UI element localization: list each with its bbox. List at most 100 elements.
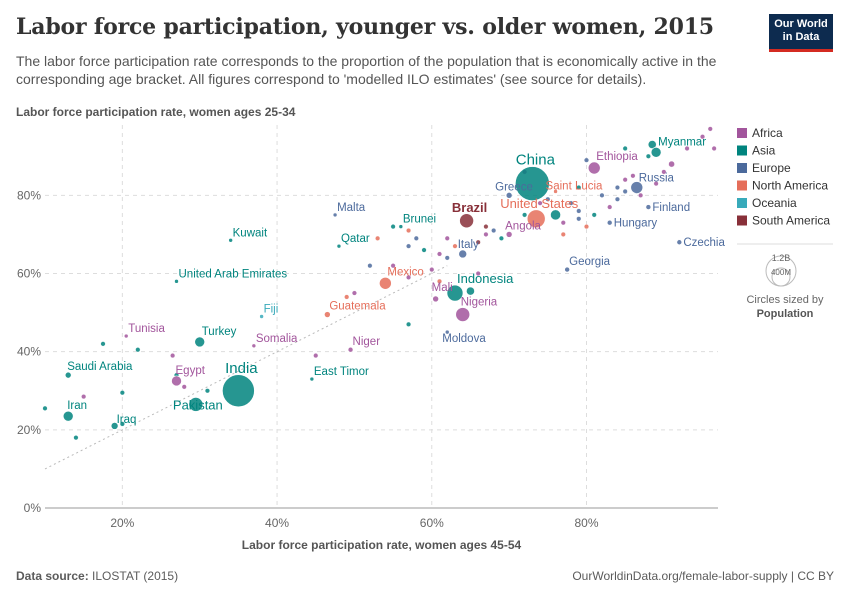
legend-label[interactable]: South America bbox=[752, 214, 830, 228]
legend-label[interactable]: Oceania bbox=[752, 196, 797, 210]
data-point[interactable] bbox=[587, 161, 601, 175]
data-point[interactable] bbox=[622, 188, 628, 194]
source-value[interactable]: ILOSTAT (2015) bbox=[92, 569, 179, 583]
data-point[interactable] bbox=[444, 235, 450, 241]
data-point[interactable] bbox=[351, 290, 357, 296]
data-point[interactable] bbox=[390, 263, 396, 269]
data-point[interactable] bbox=[622, 177, 628, 183]
data-point[interactable] bbox=[560, 220, 566, 226]
data-point[interactable] bbox=[650, 147, 662, 158]
data-point[interactable] bbox=[313, 353, 319, 359]
data-point[interactable] bbox=[135, 347, 141, 353]
data-point[interactable] bbox=[181, 384, 187, 390]
data-point[interactable] bbox=[119, 390, 125, 396]
data-point[interactable] bbox=[42, 405, 48, 411]
data-point[interactable] bbox=[458, 249, 468, 259]
data-point[interactable] bbox=[324, 311, 331, 318]
data-point[interactable] bbox=[406, 243, 412, 249]
owid-logo[interactable]: Our World in Data bbox=[769, 14, 833, 52]
data-point[interactable] bbox=[515, 166, 550, 201]
data-point[interactable] bbox=[452, 243, 458, 249]
data-point[interactable] bbox=[336, 243, 342, 249]
data-point[interactable] bbox=[375, 235, 381, 241]
data-point[interactable] bbox=[537, 200, 543, 206]
data-point[interactable] bbox=[413, 235, 419, 241]
data-point[interactable] bbox=[100, 341, 106, 347]
data-point[interactable] bbox=[228, 237, 233, 243]
data-point[interactable] bbox=[505, 192, 513, 199]
data-point[interactable] bbox=[483, 231, 489, 237]
data-point[interactable] bbox=[459, 213, 474, 229]
data-point[interactable] bbox=[444, 329, 450, 335]
data-point[interactable] bbox=[174, 279, 179, 284]
data-point[interactable] bbox=[668, 160, 675, 168]
data-point[interactable] bbox=[645, 153, 651, 159]
data-point[interactable] bbox=[123, 333, 129, 339]
data-point[interactable] bbox=[526, 209, 546, 229]
data-point[interactable] bbox=[645, 204, 652, 210]
data-point[interactable] bbox=[576, 185, 582, 191]
data-point[interactable] bbox=[583, 157, 589, 163]
data-point[interactable] bbox=[455, 307, 471, 322]
data-point[interactable] bbox=[711, 145, 717, 151]
data-point[interactable] bbox=[398, 224, 404, 229]
data-point[interactable] bbox=[638, 192, 644, 198]
legend-label[interactable]: Asia bbox=[752, 144, 776, 158]
data-point[interactable] bbox=[406, 228, 412, 234]
data-point[interactable] bbox=[432, 295, 439, 303]
data-point[interactable] bbox=[73, 435, 79, 441]
data-point[interactable] bbox=[576, 216, 582, 222]
legend-swatch[interactable] bbox=[737, 180, 747, 191]
data-point[interactable] bbox=[564, 266, 570, 273]
legend-swatch[interactable] bbox=[737, 198, 747, 208]
data-point[interactable] bbox=[661, 169, 667, 175]
legend-swatch[interactable] bbox=[737, 163, 747, 173]
data-point[interactable] bbox=[466, 286, 475, 296]
data-point[interactable] bbox=[475, 271, 481, 277]
data-point[interactable] bbox=[653, 181, 659, 187]
data-point[interactable] bbox=[332, 212, 338, 218]
data-point[interactable] bbox=[614, 185, 620, 191]
data-point[interactable] bbox=[505, 231, 513, 238]
legend-swatch[interactable] bbox=[737, 128, 747, 138]
data-point[interactable] bbox=[607, 204, 613, 210]
data-point[interactable] bbox=[110, 422, 119, 430]
legend-label[interactable]: Africa bbox=[752, 126, 783, 140]
data-point[interactable] bbox=[591, 212, 597, 218]
data-point[interactable] bbox=[171, 375, 182, 387]
data-point[interactable] bbox=[614, 196, 620, 202]
footer-url[interactable]: OurWorldinData.org/female-labor-supply |… bbox=[572, 569, 834, 583]
data-point[interactable] bbox=[707, 126, 713, 132]
data-point[interactable] bbox=[553, 189, 558, 194]
data-point[interactable] bbox=[222, 374, 255, 408]
data-point[interactable] bbox=[251, 343, 257, 349]
data-point[interactable] bbox=[560, 231, 566, 237]
legend-label[interactable]: Europe bbox=[752, 161, 791, 175]
data-point[interactable] bbox=[437, 251, 443, 257]
data-point[interactable] bbox=[550, 209, 561, 221]
data-point[interactable] bbox=[583, 224, 589, 230]
data-point[interactable] bbox=[379, 276, 392, 290]
data-point[interactable] bbox=[390, 224, 396, 230]
data-point[interactable] bbox=[119, 421, 125, 427]
data-point[interactable] bbox=[576, 208, 582, 214]
data-point[interactable] bbox=[344, 294, 350, 300]
data-point[interactable] bbox=[194, 336, 206, 348]
legend-label[interactable]: North America bbox=[752, 179, 828, 193]
data-point[interactable] bbox=[684, 145, 690, 151]
data-point[interactable] bbox=[622, 145, 628, 151]
data-point[interactable] bbox=[545, 196, 551, 202]
data-point[interactable] bbox=[81, 394, 87, 400]
data-point[interactable] bbox=[429, 267, 435, 273]
data-point[interactable] bbox=[444, 255, 450, 261]
data-point[interactable] bbox=[676, 239, 683, 246]
data-point[interactable] bbox=[406, 321, 412, 327]
data-point[interactable] bbox=[62, 410, 74, 422]
data-point[interactable] bbox=[188, 397, 204, 412]
data-point[interactable] bbox=[204, 388, 210, 394]
data-point[interactable] bbox=[259, 314, 264, 319]
data-point[interactable] bbox=[606, 219, 613, 226]
data-point[interactable] bbox=[64, 371, 72, 379]
data-point[interactable] bbox=[475, 239, 481, 245]
data-point[interactable] bbox=[309, 376, 315, 382]
